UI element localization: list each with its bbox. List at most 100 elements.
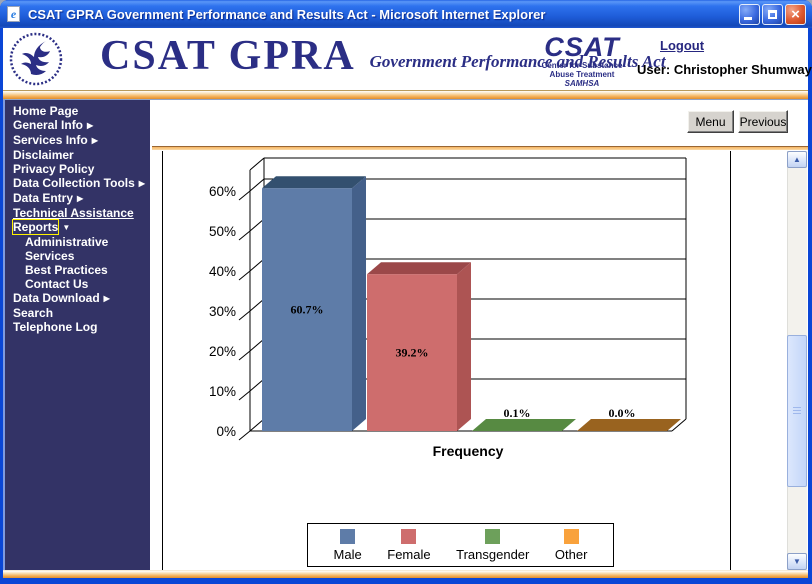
csat-logo-line1: Center for Substance [541,61,623,70]
sidebar-item-home-page[interactable]: Home Page [5,104,150,118]
bar-chart: 0% 10% 20% 30% 40% 50% 60% 60.7% 39.2% 0.1% 0.0% Fr… [209,157,687,459]
bar-female: 39.2% [367,262,471,431]
sidebar-item-services[interactable]: Services [5,249,150,263]
scroll-down-button[interactable]: ▼ [787,553,807,570]
legend-item-other: Other [554,528,588,562]
y-tick-label: 40% [209,264,236,279]
sidebar-item-label: Home Page [13,104,79,118]
page-toolbar: Menu Previous [687,110,788,133]
sidebar-item-reports[interactable]: Reports ▼ [5,219,150,235]
y-tick-label: 0% [216,424,236,439]
legend-item-male: Male [334,528,362,562]
ie-page-icon: e [7,6,20,22]
maximize-icon [768,9,777,19]
scroll-up-icon: ▲ [793,155,801,164]
sidebar-item-label: Best Practices [25,263,108,277]
previous-button[interactable]: Previous [738,110,788,133]
legend-label: Other [554,546,588,562]
brand-title: CSAT GPRA [100,33,356,79]
sidebar-item-label: Data Collection Tools [13,176,135,190]
sidebar-item-administrative[interactable]: Administrative [5,235,150,249]
menu-button[interactable]: Menu [687,110,734,133]
scroll-up-button[interactable]: ▲ [787,151,807,168]
sidebar-item-label: Data Download [13,291,100,305]
app-header: CSAT GPRA Government Performance and Res… [3,28,812,90]
sidebar-item-contact-us[interactable]: Contact Us [5,277,150,291]
svg-text:e: e [11,7,17,21]
scrollbar-grip-icon [793,407,801,415]
sidebar-item-search[interactable]: Search [5,306,150,320]
csat-logo-line3: SAMHSA [564,79,600,88]
maximize-button[interactable] [762,3,783,25]
chart-region: 0% 10% 20% 30% 40% 50% 60% 60.7% 39.2% 0.1% 0.0% Fr… [162,151,730,570]
sidebar-nav: Home Page General Info ▶ Services Info ▶ Disc… [3,100,150,570]
legend-label: Transgender [456,546,530,562]
legend-swatch [485,528,501,544]
sidebar-item-label: General Info [13,118,84,132]
chevron-right-icon: ▶ [138,179,145,188]
sidebar-item-label: Privacy Policy [13,162,95,176]
chart-legend: Male Female Transgender Other [307,523,614,567]
legend-swatch [563,528,579,544]
page: CSAT GPRA Government Performance and Res… [3,28,812,578]
y-tick-label: 60% [209,184,236,199]
content-area: Menu Previous 0% 10% 20% 30% 40% 50% 60% 60.7% 3… [150,100,808,570]
minimize-button[interactable] [739,3,760,25]
sidebar-item-best-practices[interactable]: Best Practices [5,263,150,277]
legend-swatch [340,528,356,544]
window-title: CSAT GPRA Government Performance and Res… [28,6,546,22]
x-axis-label: Frequency [433,443,504,459]
sidebar-item-label: Disclaimer [13,148,74,162]
footer-band [3,570,808,578]
chevron-right-icon: ▶ [87,121,94,130]
chevron-down-icon: ▼ [62,223,71,232]
sidebar-item-label: Data Entry [13,191,74,205]
sidebar-item-technical-assistance[interactable]: Technical Assistance [5,206,150,220]
legend-item-female: Female [387,528,431,562]
bar-value-label: 0.0% [609,406,636,420]
bar-value-label: 39.2% [396,346,429,360]
y-tick-label: 30% [209,304,236,319]
csat-logo: CSAT Center for Substance Abuse Treatmen… [540,34,624,89]
sidebar-item-data-download[interactable]: Data Download ▶ [5,291,150,306]
sidebar-item-label: Contact Us [25,277,89,291]
user-label: User: Christopher Shumway [637,62,812,77]
sidebar-item-label: Telephone Log [13,320,98,334]
y-tick-label: 50% [209,224,236,239]
legend-label: Female [387,546,431,562]
scroll-down-icon: ▼ [793,557,801,566]
sidebar-item-label: Administrative [25,235,109,249]
sidebar-item-disclaimer[interactable]: Disclaimer [5,148,150,162]
sidebar-item-label: Services Info [13,133,88,147]
sidebar-item-data-collection-tools[interactable]: Data Collection Tools ▶ [5,176,150,191]
bar-other: 0.0% [577,406,681,431]
brand-subtitle: Government Performance and Results Act [369,52,666,71]
sidebar-item-privacy-policy[interactable]: Privacy Policy [5,162,150,176]
brand-block: CSAT GPRA Government Performance and Res… [100,32,666,80]
sidebar-item-data-entry[interactable]: Data Entry ▶ [5,191,150,206]
y-tick-label: 10% [209,384,236,399]
legend-item-transgender: Transgender [456,528,530,562]
sidebar-item-services-info[interactable]: Services Info ▶ [5,133,150,148]
bar-value-label: 0.1% [504,406,531,420]
bar-value-label: 60.7% [291,303,324,317]
logout-link[interactable]: Logout [660,38,705,53]
y-tick-label: 20% [209,344,236,359]
bar-transgender: 0.1% [472,406,576,431]
minimize-icon [744,16,752,20]
sidebar-item-general-info[interactable]: General Info ▶ [5,118,150,133]
sidebar-item-telephone-log[interactable]: Telephone Log [5,320,150,334]
close-icon: × [791,5,800,23]
hhs-logo [9,32,63,86]
sidebar-item-label: Technical Assistance [13,206,134,220]
csat-logo-title: CSAT [544,32,620,62]
chevron-right-icon: ▶ [91,136,98,145]
scrollbar-thumb[interactable] [787,335,807,487]
chevron-right-icon: ▶ [103,294,110,303]
sidebar-item-label: Search [13,306,54,320]
vertical-scrollbar[interactable]: ▲ ▼ [787,151,807,570]
header-divider-band [3,90,808,100]
chart-frame-line-left [162,151,163,570]
close-button[interactable]: × [785,3,806,25]
